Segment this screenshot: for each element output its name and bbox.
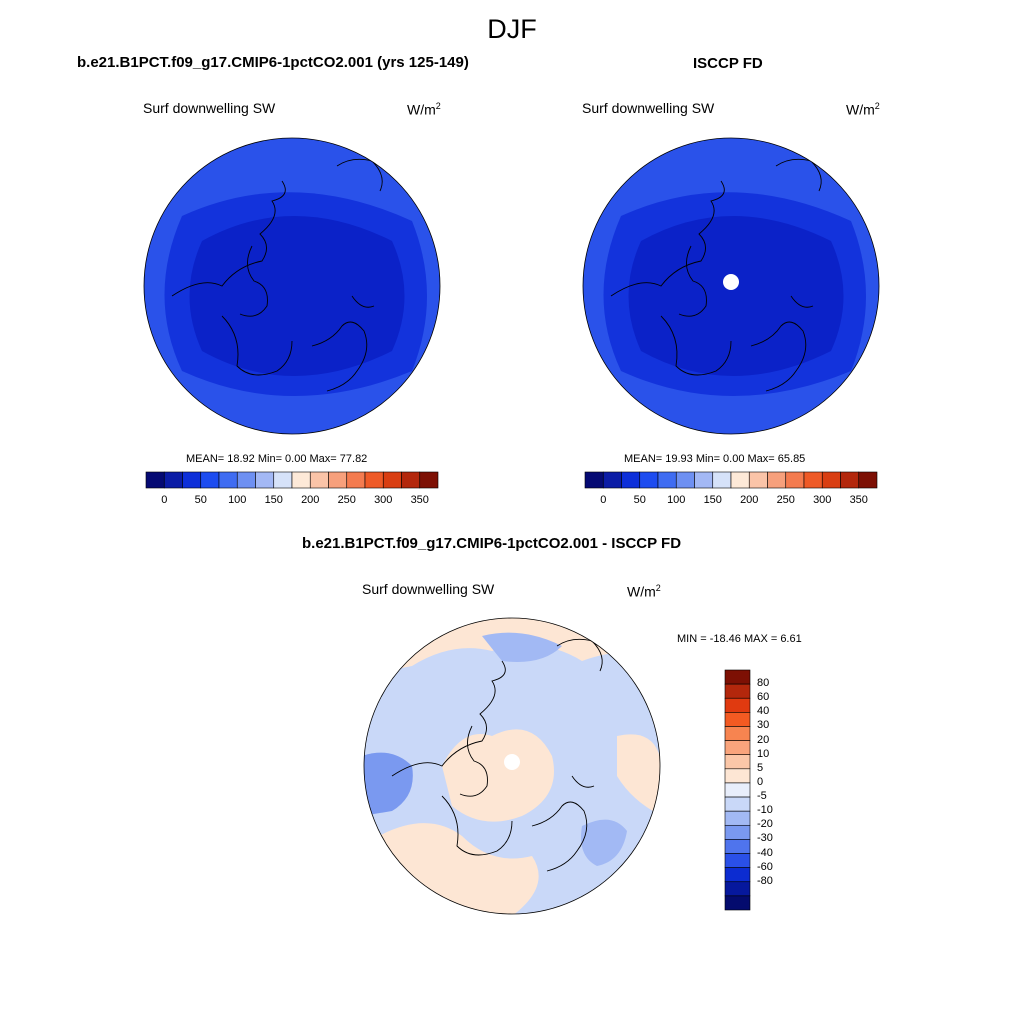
colorbar-swatch [724, 881, 751, 897]
colorbar-tick-label: -80 [757, 874, 773, 887]
colorbar-swatch [724, 810, 751, 826]
colorbar-swatch [657, 471, 677, 489]
colorbar-swatch [724, 754, 751, 770]
colorbar-swatch [218, 471, 238, 489]
colorbar-swatch [639, 471, 659, 489]
colorbar-swatch [858, 471, 878, 489]
colorbar-swatch [724, 853, 751, 868]
panel2-polar-map [582, 137, 880, 435]
panel3-colorbar [724, 669, 751, 911]
colorbar-tick-label: 5 [757, 761, 764, 774]
colorbar-swatch [748, 471, 768, 489]
panel2-stats: MEAN= 19.93 Min= 0.00 Max= 65.85 [624, 453, 806, 465]
colorbar-swatch [694, 471, 714, 489]
colorbar-swatch [724, 895, 751, 911]
colorbar-swatch [724, 697, 751, 713]
colorbar-swatch [291, 471, 311, 489]
panel3-units: W/m2 [627, 583, 661, 600]
colorbar-tick-label: 10 [757, 747, 770, 760]
colorbar-swatch [724, 669, 751, 685]
panel3-title: b.e21.B1PCT.f09_g17.CMIP6-1pctCO2.001 - … [302, 535, 682, 552]
colorbar-tick-label: 100 [667, 494, 686, 506]
panel1-polar-map [143, 137, 441, 435]
colorbar-swatch [724, 768, 751, 784]
colorbar-swatch [200, 471, 220, 489]
colorbar-tick-label: 0 [757, 775, 764, 788]
colorbar-swatch [675, 471, 695, 489]
page-title: DJF [487, 14, 537, 44]
colorbar-tick-label: 250 [337, 494, 356, 506]
colorbar-tick-label: 350 [849, 494, 868, 506]
panel2-units: W/m2 [846, 101, 880, 118]
colorbar-tick-label: 200 [301, 494, 320, 506]
colorbar-tick-label: -40 [757, 846, 773, 859]
colorbar-tick-label: 200 [740, 494, 759, 506]
colorbar-tick-label: 350 [410, 494, 429, 506]
colorbar-swatch [712, 471, 732, 489]
colorbar-tick-label: 30 [757, 719, 770, 732]
colorbar-tick-label: -30 [757, 832, 773, 845]
colorbar-tick-label: 0 [161, 494, 168, 506]
panel1-variable: Surf downwelling SW [143, 100, 276, 116]
colorbar-swatch [328, 471, 348, 489]
panel3-polar-map [363, 617, 661, 915]
colorbar-swatch [724, 712, 751, 727]
colorbar-swatch [236, 471, 256, 489]
colorbar-swatch [724, 796, 751, 812]
colorbar-tick-label: 50 [194, 494, 207, 506]
colorbar-tick-label: 0 [600, 494, 607, 506]
panel3-stats: MIN = -18.46 MAX = 6.61 [677, 633, 802, 645]
colorbar-swatch [309, 471, 329, 489]
colorbar-tick-label: -20 [757, 818, 773, 831]
colorbar-swatch [767, 471, 787, 489]
colorbar-swatch [724, 740, 751, 756]
colorbar-tick-label: -10 [757, 804, 773, 817]
colorbar-swatch [724, 683, 751, 699]
panel2-variable: Surf downwelling SW [582, 100, 715, 116]
colorbar-swatch [163, 471, 183, 489]
colorbar-tick-label: 50 [633, 494, 646, 506]
colorbar-tick-label: 20 [757, 733, 770, 746]
colorbar-swatch [724, 726, 751, 741]
panel1-colorbar [145, 471, 439, 489]
colorbar-tick-label: 300 [374, 494, 393, 506]
colorbar-swatch [584, 471, 604, 489]
colorbar-tick-label: 250 [776, 494, 795, 506]
colorbar-swatch [724, 824, 751, 840]
colorbar-tick-label: 80 [757, 677, 770, 690]
colorbar-swatch [724, 782, 751, 798]
panel2-title: ISCCP FD [693, 55, 763, 72]
colorbar-swatch [401, 471, 421, 489]
colorbar-tick-label: 300 [813, 494, 832, 506]
panel1-title: b.e21.B1PCT.f09_g17.CMIP6-1pctCO2.001 (y… [77, 54, 469, 71]
colorbar-swatch [803, 471, 823, 489]
colorbar-swatch [273, 471, 293, 489]
colorbar-tick-label: 150 [264, 494, 283, 506]
colorbar-swatch [346, 471, 366, 489]
panel1-stats: MEAN= 18.92 Min= 0.00 Max= 77.82 [186, 453, 368, 465]
panel2-colorbar [584, 471, 878, 489]
colorbar-swatch [724, 839, 751, 854]
colorbar-tick-label: 150 [703, 494, 722, 506]
colorbar-swatch [821, 471, 841, 489]
colorbar-swatch [602, 471, 622, 489]
colorbar-swatch [840, 471, 860, 489]
colorbar-swatch [621, 471, 641, 489]
colorbar-tick-label: -5 [757, 790, 767, 803]
panel1-units: W/m2 [407, 101, 441, 118]
colorbar-swatch [730, 471, 750, 489]
colorbar-tick-label: 100 [228, 494, 247, 506]
panel3-variable: Surf downwelling SW [362, 581, 495, 597]
colorbar-tick-label: 60 [757, 691, 770, 704]
colorbar-swatch [182, 471, 202, 489]
colorbar-swatch [145, 471, 165, 489]
colorbar-swatch [364, 471, 384, 489]
colorbar-swatch [724, 867, 751, 883]
colorbar-tick-label: 40 [757, 705, 770, 718]
colorbar-swatch [419, 471, 439, 489]
colorbar-swatch [382, 471, 402, 489]
colorbar-tick-label: -60 [757, 860, 773, 873]
colorbar-swatch [255, 471, 275, 489]
colorbar-swatch [785, 471, 805, 489]
